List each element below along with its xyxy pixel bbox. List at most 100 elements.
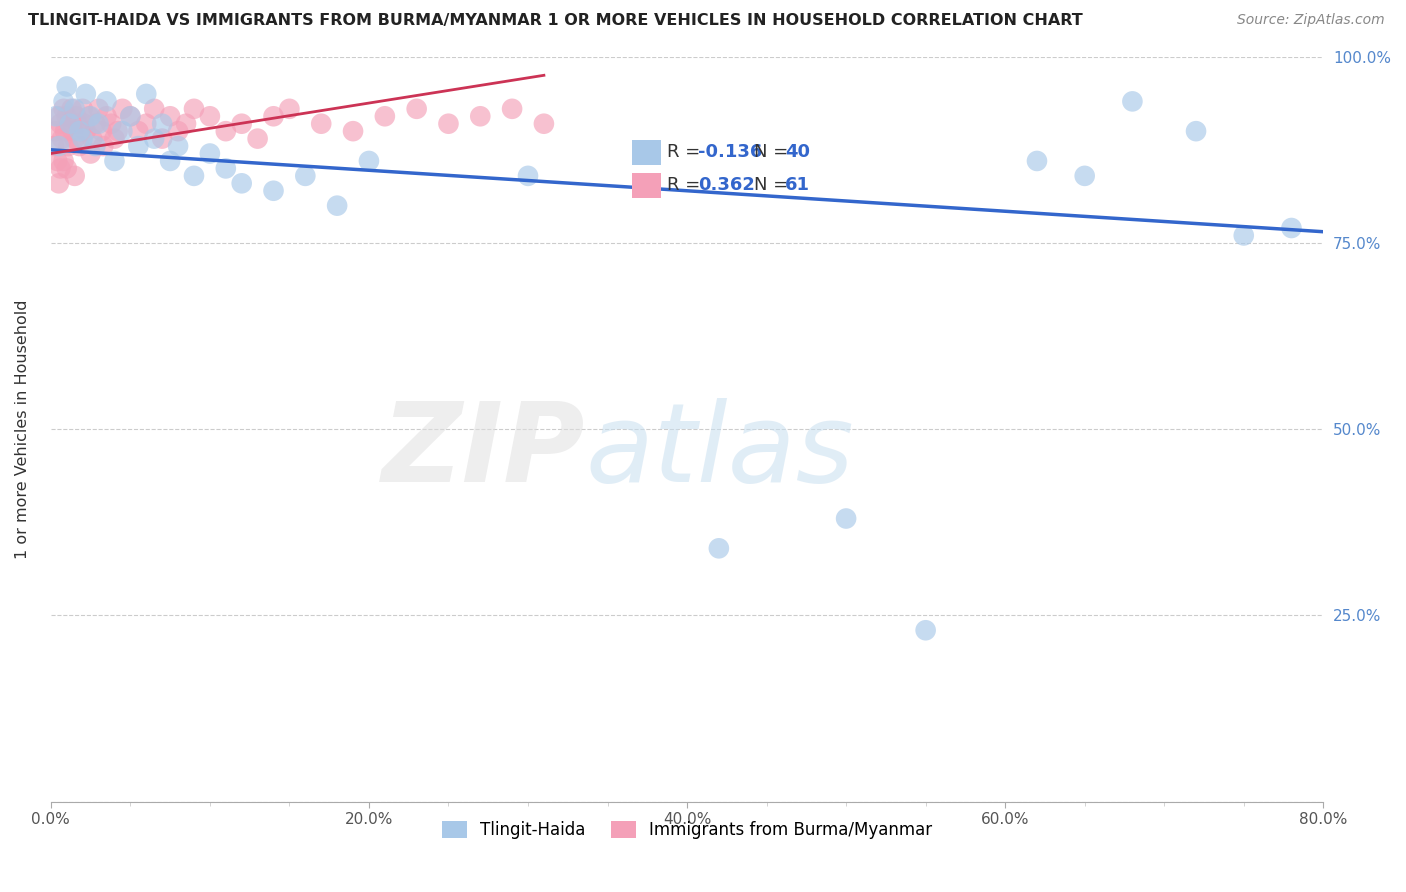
Point — [135, 117, 157, 131]
Point — [87, 102, 110, 116]
Point — [103, 153, 125, 168]
Point — [87, 117, 110, 131]
Text: N =: N = — [755, 144, 794, 161]
Point — [167, 124, 190, 138]
Point — [517, 169, 540, 183]
Point — [111, 102, 134, 116]
Point — [48, 109, 70, 123]
Text: Source: ZipAtlas.com: Source: ZipAtlas.com — [1237, 13, 1385, 28]
Point — [53, 124, 76, 138]
Point — [82, 131, 104, 145]
Text: N =: N = — [755, 177, 794, 194]
Point — [231, 117, 253, 131]
Point — [215, 161, 238, 176]
Point — [52, 95, 75, 109]
Text: ZIP: ZIP — [382, 398, 585, 505]
Point — [79, 109, 101, 123]
Point — [159, 153, 181, 168]
Point — [48, 177, 70, 191]
Point — [72, 131, 94, 145]
Point — [45, 124, 67, 138]
Text: R =: R = — [668, 177, 706, 194]
Point — [103, 131, 125, 145]
Point — [914, 624, 936, 638]
Point — [263, 184, 285, 198]
Point — [120, 109, 142, 123]
Point — [75, 124, 97, 138]
Point — [501, 102, 523, 116]
Text: R =: R = — [668, 144, 706, 161]
Point — [198, 109, 221, 123]
Text: 40: 40 — [785, 144, 810, 161]
Point — [66, 117, 89, 131]
Point — [63, 169, 86, 183]
Point — [150, 131, 173, 145]
FancyBboxPatch shape — [633, 173, 661, 198]
Point — [55, 79, 77, 94]
Point — [707, 541, 730, 556]
Point — [52, 102, 75, 116]
Point — [470, 109, 492, 123]
Point — [100, 117, 122, 131]
Point — [1121, 95, 1143, 109]
Point — [263, 109, 285, 123]
Point — [84, 139, 107, 153]
Point — [111, 124, 134, 138]
Point — [63, 102, 86, 116]
Point — [1281, 221, 1303, 235]
Point — [183, 169, 205, 183]
Point — [159, 109, 181, 123]
Point — [342, 124, 364, 138]
Point — [75, 87, 97, 101]
Point — [326, 199, 349, 213]
Point — [143, 131, 166, 145]
Point — [167, 139, 190, 153]
Point — [127, 139, 149, 153]
Point — [294, 169, 316, 183]
Point — [91, 139, 114, 153]
Legend: Tlingit-Haida, Immigrants from Burma/Myanmar: Tlingit-Haida, Immigrants from Burma/Mya… — [436, 814, 939, 846]
Point — [48, 139, 70, 153]
Point — [84, 117, 107, 131]
Point — [55, 109, 77, 123]
Point — [127, 124, 149, 138]
Point — [79, 146, 101, 161]
Point — [120, 109, 142, 123]
Point — [69, 124, 91, 138]
Point — [143, 102, 166, 116]
Point — [309, 117, 332, 131]
Point — [107, 124, 129, 138]
Point — [73, 117, 96, 131]
Point — [90, 124, 112, 138]
Point — [45, 109, 67, 123]
Point — [58, 139, 80, 153]
Point — [63, 131, 86, 145]
Point — [46, 153, 69, 168]
Point — [150, 117, 173, 131]
Point — [59, 117, 82, 131]
Point — [49, 117, 72, 131]
Point — [183, 102, 205, 116]
Point — [533, 117, 555, 131]
Point — [65, 109, 87, 123]
Point — [198, 146, 221, 161]
Point — [1185, 124, 1208, 138]
Point — [69, 139, 91, 153]
Point — [835, 511, 858, 525]
Point — [374, 109, 396, 123]
Text: TLINGIT-HAIDA VS IMMIGRANTS FROM BURMA/MYANMAR 1 OR MORE VEHICLES IN HOUSEHOLD C: TLINGIT-HAIDA VS IMMIGRANTS FROM BURMA/M… — [28, 13, 1083, 29]
Point — [1026, 153, 1049, 168]
Text: 61: 61 — [785, 177, 810, 194]
Point — [357, 153, 380, 168]
FancyBboxPatch shape — [633, 140, 661, 165]
Point — [278, 102, 301, 116]
Point — [1073, 169, 1095, 183]
Point — [62, 124, 84, 138]
Point — [135, 87, 157, 101]
Point — [55, 161, 77, 176]
Point — [42, 139, 65, 153]
Point — [52, 153, 75, 168]
Point — [405, 102, 427, 116]
Point — [72, 102, 94, 116]
Point — [49, 161, 72, 176]
